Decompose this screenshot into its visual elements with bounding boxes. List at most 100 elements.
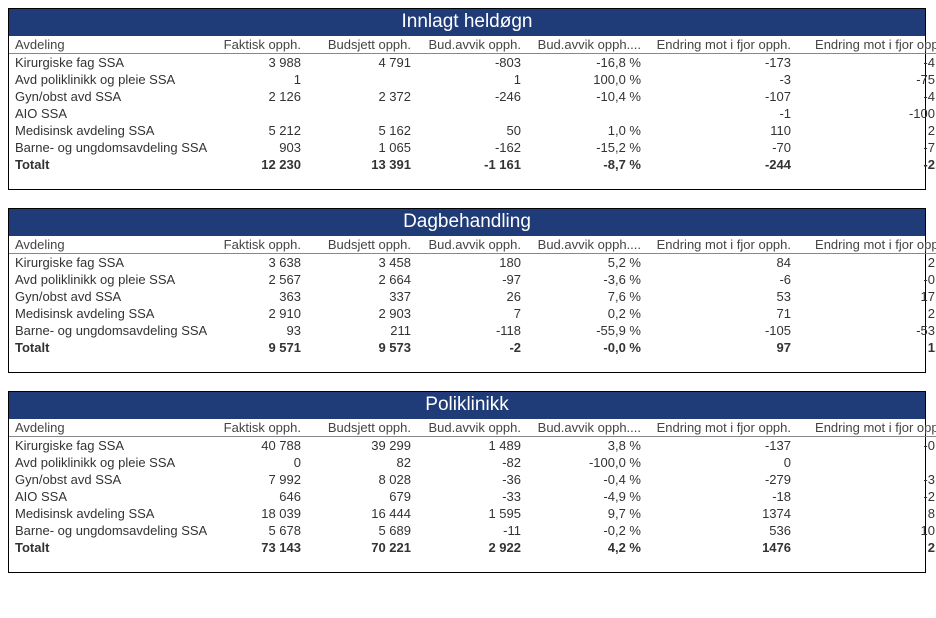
table-row: Gyn/obst avd SSA2 1262 372-246-10,4 %-10…: [9, 88, 936, 105]
cell-dept: Gyn/obst avd SSA: [9, 88, 209, 105]
cell-avvik_pct: 3,8 %: [527, 437, 647, 455]
cell-faktisk: 1: [209, 71, 307, 88]
cell-avvik: -82: [417, 454, 527, 471]
cell-endring: -105: [647, 322, 797, 339]
cell-endring_pct: -2,7 %: [797, 488, 936, 505]
cell-avvik: 180: [417, 254, 527, 272]
col-header-avvik_pct: Bud.avvik opph....: [527, 236, 647, 254]
table-row: Medisinsk avdeling SSA5 2125 162501,0 %1…: [9, 122, 936, 139]
cell-endring_pct: 2,2 %: [797, 122, 936, 139]
report-root: Innlagt heldøgnAvdelingFaktisk opph.Buds…: [8, 8, 928, 573]
col-header-faktisk: Faktisk opph.: [209, 36, 307, 54]
cell-avvik_pct: -15,2 %: [527, 139, 647, 156]
cell-endring_pct: 2,4 %: [797, 254, 936, 272]
cell-faktisk: 2 910: [209, 305, 307, 322]
cell-faktisk: 93: [209, 322, 307, 339]
table-row: Kirurgiske fag SSA3 6383 4581805,2 %842,…: [9, 254, 936, 272]
cell-avvik: 50: [417, 122, 527, 139]
cell-budsjett: 211: [307, 322, 417, 339]
data-table: AvdelingFaktisk opph.Budsjett opph.Bud.a…: [9, 36, 936, 189]
cell-avvik_pct: 1,0 %: [527, 122, 647, 139]
cell-budsjett: 82: [307, 454, 417, 471]
total-cell-dept: Totalt: [9, 156, 209, 173]
cell-dept: Barne- og ungdomsavdeling SSA: [9, 522, 209, 539]
cell-endring_pct: 2,5 %: [797, 305, 936, 322]
table-row: Barne- og ungdomsavdeling SSA9031 065-16…: [9, 139, 936, 156]
cell-budsjett: 4 791: [307, 54, 417, 72]
col-header-endring: Endring mot i fjor opph.: [647, 36, 797, 54]
data-table: AvdelingFaktisk opph.Budsjett opph.Bud.a…: [9, 419, 936, 572]
cell-endring: -107: [647, 88, 797, 105]
total-row: Totalt73 14370 2212 9224,2 %14762,1 %: [9, 539, 936, 556]
cell-avvik: -36: [417, 471, 527, 488]
col-header-faktisk: Faktisk opph.: [209, 419, 307, 437]
total-cell-avvik: -1 161: [417, 156, 527, 173]
cell-dept: Medisinsk avdeling SSA: [9, 505, 209, 522]
cell-endring_pct: -3,4 %: [797, 471, 936, 488]
section-title: Innlagt heldøgn: [9, 9, 925, 36]
total-cell-faktisk: 12 230: [209, 156, 307, 173]
table-row: Medisinsk avdeling SSA18 03916 4441 5959…: [9, 505, 936, 522]
cell-dept: Avd poliklinikk og pleie SSA: [9, 71, 209, 88]
table-row: Avd poliklinikk og pleie SSA11100,0 %-3-…: [9, 71, 936, 88]
cell-budsjett: 2 664: [307, 271, 417, 288]
total-cell-faktisk: 9 571: [209, 339, 307, 356]
section-panel: Innlagt heldøgnAvdelingFaktisk opph.Buds…: [8, 8, 926, 190]
cell-avvik: -246: [417, 88, 527, 105]
table-row: Avd poliklinikk og pleie SSA082-82-100,0…: [9, 454, 936, 471]
cell-budsjett: 1 065: [307, 139, 417, 156]
cell-endring: -137: [647, 437, 797, 455]
cell-faktisk: 2 567: [209, 271, 307, 288]
cell-endring_pct: -7,2 %: [797, 139, 936, 156]
cell-endring: -279: [647, 471, 797, 488]
table-row: Gyn/obst avd SSA363337267,6 %5317,1 %: [9, 288, 936, 305]
cell-avvik_pct: 7,6 %: [527, 288, 647, 305]
cell-endring_pct: -53,0 %: [797, 322, 936, 339]
col-header-avvik: Bud.avvik opph.: [417, 236, 527, 254]
cell-endring_pct: 10,4 %: [797, 522, 936, 539]
cell-budsjett: 5 162: [307, 122, 417, 139]
cell-budsjett: 2 903: [307, 305, 417, 322]
cell-faktisk: 363: [209, 288, 307, 305]
spacer-row: [9, 173, 936, 189]
col-header-avvik_pct: Bud.avvik opph....: [527, 36, 647, 54]
cell-budsjett: 3 458: [307, 254, 417, 272]
cell-avvik_pct: -3,6 %: [527, 271, 647, 288]
cell-avvik: [417, 105, 527, 122]
col-header-dept: Avdeling: [9, 236, 209, 254]
cell-budsjett: 39 299: [307, 437, 417, 455]
cell-dept: Gyn/obst avd SSA: [9, 471, 209, 488]
spacer-row: [9, 556, 936, 572]
total-cell-budsjett: 70 221: [307, 539, 417, 556]
total-row: Totalt12 23013 391-1 161-8,7 %-244-2,0 %: [9, 156, 936, 173]
col-header-avvik: Bud.avvik opph.: [417, 36, 527, 54]
table-row: Kirurgiske fag SSA3 9884 791-803-16,8 %-…: [9, 54, 936, 72]
cell-avvik_pct: 100,0 %: [527, 71, 647, 88]
section-title: Dagbehandling: [9, 209, 925, 236]
cell-avvik: 7: [417, 305, 527, 322]
cell-endring: -3: [647, 71, 797, 88]
cell-budsjett: [307, 105, 417, 122]
section-title: Poliklinikk: [9, 392, 925, 419]
cell-faktisk: 5 212: [209, 122, 307, 139]
table-row: Barne- og ungdomsavdeling SSA93211-118-5…: [9, 322, 936, 339]
cell-faktisk: 7 992: [209, 471, 307, 488]
total-cell-budsjett: 13 391: [307, 156, 417, 173]
cell-dept: Avd poliklinikk og pleie SSA: [9, 271, 209, 288]
cell-avvik: 1 595: [417, 505, 527, 522]
cell-endring: -173: [647, 54, 797, 72]
cell-avvik_pct: 0,2 %: [527, 305, 647, 322]
cell-endring_pct: -75,0 %: [797, 71, 936, 88]
cell-endring_pct: -0,2 %: [797, 271, 936, 288]
cell-faktisk: [209, 105, 307, 122]
cell-budsjett: 2 372: [307, 88, 417, 105]
col-header-faktisk: Faktisk opph.: [209, 236, 307, 254]
cell-budsjett: 679: [307, 488, 417, 505]
cell-dept: AIO SSA: [9, 488, 209, 505]
section-panel: PoliklinikkAvdelingFaktisk opph.Budsjett…: [8, 391, 926, 573]
total-cell-endring_pct: 1,0 %: [797, 339, 936, 356]
cell-endring: 1374: [647, 505, 797, 522]
cell-endring_pct: 8,2 %: [797, 505, 936, 522]
cell-avvik: 1: [417, 71, 527, 88]
cell-faktisk: 0: [209, 454, 307, 471]
